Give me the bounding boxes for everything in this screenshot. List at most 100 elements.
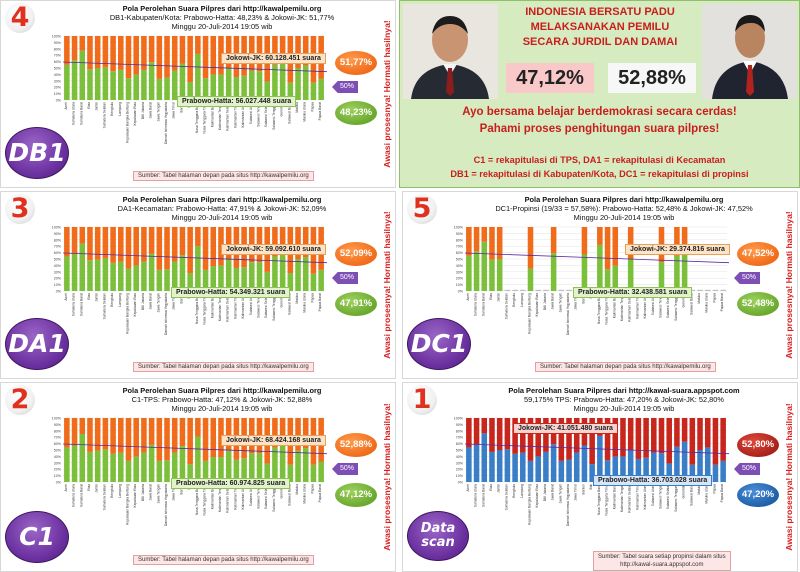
x-tick-label: Jawa Timur (172, 483, 176, 501)
x-tick-label: Sumatera Utara (72, 484, 76, 507)
x-tick-label: Sumatera Barat (79, 293, 83, 316)
panel-title: Pola Perolehan Suara Pilpres dari http:/… (61, 386, 383, 413)
chart-svg: 0% 10% 20% 30% 40% 50% 60% 70% 80% 90% 100% Aceh Sum… (52, 35, 327, 144)
title-line-3: Minggu 20-Juli-2014 19:05 wib (171, 404, 273, 413)
title-line-2: C1-TPS: Prabowo-Hatta: 47,12% & Jokowi-J… (131, 395, 313, 404)
bar-jokowi-jk (704, 418, 711, 448)
bar-jokowi-jk (674, 418, 680, 447)
bar-jokowi-jk (148, 227, 155, 254)
bar-jokowi-jk (279, 36, 286, 60)
x-tick-label: Maluku Utara (303, 484, 307, 504)
bar-prabowo-hatta (651, 452, 657, 482)
x-tick-label: Kalimantan Tengah (218, 484, 222, 512)
x-tick-label: Papua (712, 293, 716, 303)
bar-jokowi-jk (658, 418, 665, 454)
bar-prabowo-hatta (225, 68, 232, 100)
call-to-action: Ayo bersama belajar berdemokrasi secara … (462, 106, 737, 135)
bar-jokowi-jk (64, 227, 70, 257)
x-tick-label: Jawa Tengah (558, 484, 562, 504)
bar-jokowi-jk (689, 418, 696, 465)
bar-jokowi-jk (133, 418, 139, 457)
bar-prabowo-hatta (466, 255, 472, 291)
y-tick-label: 50% (54, 449, 62, 453)
bar-prabowo-hatta (79, 243, 86, 291)
bar-jokowi-jk (164, 418, 170, 461)
bar-prabowo-hatta (164, 460, 170, 482)
y-tick-label: 80% (54, 429, 62, 433)
bar-prabowo-hatta (249, 262, 255, 291)
x-tick-label: Kepulauan Bangka Belitung (528, 484, 532, 525)
x-tick-label: Jambi (95, 102, 99, 111)
bar-jokowi-jk (87, 227, 93, 261)
bar-prabowo-hatta (141, 261, 147, 291)
x-tick-label: Nusa Tenggara Barat (597, 484, 601, 515)
bar-jokowi-jk (133, 36, 139, 75)
bar-prabowo-hatta (256, 262, 263, 291)
bar-jokowi-jk (110, 36, 116, 72)
x-tick-label: DKI Jakarta (141, 102, 145, 119)
x-tick-label: Sulawesi Barat (287, 293, 291, 315)
bar-jokowi-jk (94, 36, 101, 68)
ph-percent: 47,12% (335, 483, 377, 507)
stacked-bar-chart: 0% 10% 20% 30% 40% 50% 60% 70% 80% 90% 100% Aceh Sum… (47, 416, 327, 548)
bar-prabowo-hatta (94, 259, 101, 291)
bar-jokowi-jk (141, 418, 147, 453)
y-tick-label: 50% (456, 258, 464, 262)
x-tick-label: Riau (87, 484, 91, 491)
panel-title: Pola Perolehan Suara Pilpres dari http:/… (463, 195, 785, 222)
y-tick-label: 0% (458, 481, 464, 485)
y-tick-label: 100% (454, 417, 464, 421)
bar-prabowo-hatta (302, 257, 309, 291)
y-tick-label: 50% (54, 67, 62, 71)
source-note: Sumber: Tabel suara setiap propinsi dala… (593, 551, 731, 571)
bar-prabowo-hatta (279, 442, 286, 482)
x-tick-label: Bengkulu (110, 484, 114, 498)
bar-prabowo-hatta (318, 78, 324, 100)
bar-prabowo-hatta (241, 75, 247, 100)
bar-prabowo-hatta (87, 260, 93, 291)
x-tick-label: Sulawesi Selatan (264, 102, 268, 127)
x-tick-label: Nusa Tenggara Timur (605, 483, 609, 515)
x-tick-label: Kepulauan Bangka Belitung (126, 484, 130, 525)
source-note: Sumber: Tabel halaman depan pada situs h… (133, 555, 314, 565)
bar-prabowo-hatta (118, 69, 124, 100)
x-tick-label: Bengkulu (512, 484, 516, 498)
bar-prabowo-hatta (658, 453, 665, 482)
y-tick-label: 80% (456, 429, 464, 433)
bar-prabowo-hatta (279, 59, 286, 100)
y-tick-label: 90% (54, 41, 62, 45)
y-tick-label: 20% (54, 277, 62, 281)
x-tick-label: Nusa Tenggara Barat (195, 293, 199, 324)
bar-prabowo-hatta (118, 452, 124, 482)
bar-prabowo-hatta (550, 253, 557, 291)
bar-prabowo-hatta (697, 450, 703, 482)
fifty-percent-line (464, 443, 729, 455)
bar-jokowi-jk (156, 227, 163, 270)
bar-jokowi-jk (473, 227, 480, 252)
x-tick-label: Kalimantan Utara (241, 102, 245, 128)
x-tick-label: Jawa Barat (551, 293, 555, 310)
bar-prabowo-hatta (179, 255, 186, 291)
bar-jokowi-jk (302, 227, 309, 258)
y-tick-label: 20% (54, 86, 62, 90)
bar-jokowi-jk (110, 418, 116, 454)
x-tick-label: Sulawesi Selatan (264, 484, 268, 509)
bar-prabowo-hatta (310, 464, 317, 482)
ph-percent: 47,20% (737, 483, 779, 507)
bar-jokowi-jk (295, 36, 301, 68)
bar-jokowi-jk (512, 418, 518, 454)
x-tick-label: Sulawesi Tengah (659, 293, 663, 318)
fifty-percent-line (62, 443, 327, 455)
x-tick-label: Jawa Barat (149, 102, 153, 119)
ph-votes-box: Prabowo-Hatta: 32.438.581 suara (573, 287, 693, 298)
y-tick-label: 10% (54, 474, 62, 478)
prabowo-photo (403, 4, 498, 99)
ph-percent: 52,48% (737, 292, 779, 316)
bar-jokowi-jk (543, 418, 549, 452)
x-tick-label: Kalimantan Timur (233, 292, 237, 319)
bar-jokowi-jk (272, 36, 278, 65)
x-tick-label: Sulawesi Tengah (257, 293, 261, 318)
bar-jokowi-jk (179, 36, 186, 64)
bar-prabowo-hatta (627, 450, 634, 482)
x-tick-label: Papua Barat (720, 293, 724, 311)
